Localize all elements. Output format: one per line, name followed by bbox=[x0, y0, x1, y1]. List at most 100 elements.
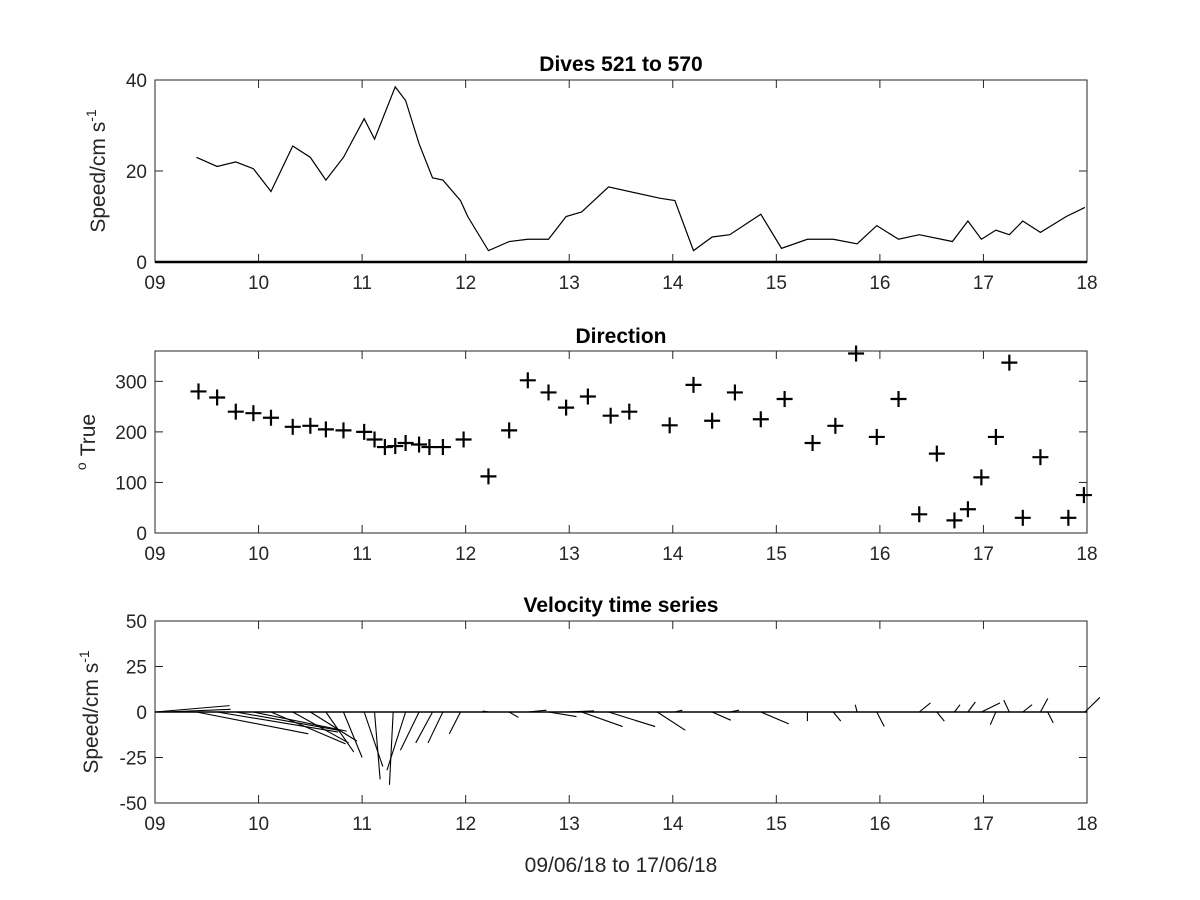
x-tick-label: 14 bbox=[662, 814, 684, 835]
velocity-stick bbox=[854, 704, 858, 713]
y-tick-label: 100 bbox=[115, 473, 147, 494]
velocity-stick bbox=[548, 711, 577, 718]
direction-y-label: oTrue bbox=[73, 414, 100, 470]
direction-point bbox=[959, 501, 976, 518]
direction-point bbox=[911, 506, 928, 523]
velocity-y-ticks: 50 25 0 -25 -50 bbox=[120, 612, 1087, 815]
x-tick-label: 17 bbox=[973, 544, 994, 565]
direction-point bbox=[209, 389, 226, 406]
direction-point bbox=[335, 422, 352, 439]
direction-point bbox=[661, 417, 678, 434]
y-tick-label: 200 bbox=[115, 423, 147, 444]
direction-point bbox=[987, 428, 1004, 445]
y-tick-label: 25 bbox=[126, 658, 147, 679]
direction-y-ticks: 0 100 200 300 bbox=[115, 372, 1087, 545]
velocity-stick bbox=[363, 711, 384, 767]
velocity-stick bbox=[373, 711, 381, 780]
velocity-stick bbox=[989, 711, 997, 725]
direction-point bbox=[284, 418, 301, 435]
speed-panel: Dives 521 to 570 09 10 11 12 13 14 15 16 17 18 0 2… bbox=[83, 53, 1098, 294]
direction-point bbox=[827, 417, 844, 434]
y-tick-label: 50 bbox=[126, 612, 147, 633]
velocity-stick bbox=[1003, 699, 1010, 713]
y-tick-label: 40 bbox=[126, 71, 147, 92]
speed-title: Dives 521 to 570 bbox=[539, 53, 702, 76]
velocity-stick bbox=[388, 711, 394, 785]
direction-point bbox=[190, 383, 207, 400]
direction-point bbox=[804, 435, 821, 452]
direction-point bbox=[579, 388, 596, 405]
velocity-title: Velocity time series bbox=[524, 594, 719, 617]
direction-point bbox=[227, 403, 244, 420]
velocity-stick bbox=[342, 711, 363, 758]
direction-point bbox=[302, 417, 319, 434]
velocity-stick bbox=[581, 711, 623, 728]
speed-axes-box bbox=[154, 79, 1088, 263]
direction-point bbox=[397, 435, 414, 452]
velocity-stick bbox=[608, 711, 656, 728]
direction-point bbox=[685, 376, 702, 393]
velocity-stick bbox=[729, 709, 740, 713]
x-tick-label: 17 bbox=[973, 814, 994, 835]
velocity-stick bbox=[399, 711, 420, 751]
velocity-stick bbox=[527, 709, 547, 713]
velocity-stick bbox=[154, 705, 230, 713]
direction-point bbox=[1060, 509, 1077, 526]
x-tick-label: 11 bbox=[352, 273, 372, 294]
velocity-stick bbox=[1047, 711, 1054, 724]
direction-x-ticks: 09 10 11 12 13 14 15 16 17 18 bbox=[144, 351, 1098, 565]
velocity-stick bbox=[656, 711, 686, 731]
direction-point bbox=[1014, 509, 1031, 526]
x-tick-label: 16 bbox=[869, 544, 890, 565]
velocity-stick bbox=[954, 704, 961, 713]
direction-point bbox=[387, 438, 404, 455]
direction-point bbox=[1001, 354, 1018, 371]
direction-point bbox=[776, 391, 793, 408]
velocity-stick bbox=[448, 711, 461, 735]
velocity-stick bbox=[427, 711, 444, 744]
direction-series bbox=[190, 345, 1092, 529]
x-tick-label: 16 bbox=[869, 814, 890, 835]
y-tick-label: -25 bbox=[120, 749, 147, 770]
direction-point bbox=[868, 428, 885, 445]
x-tick-label: 12 bbox=[455, 814, 476, 835]
velocity-y-label: Speed/cm s-1 bbox=[76, 650, 103, 774]
direction-point bbox=[973, 469, 990, 486]
velocity-stick bbox=[270, 711, 346, 745]
velocity-stick bbox=[711, 711, 731, 721]
velocity-stick bbox=[310, 711, 358, 742]
velocity-stick bbox=[386, 711, 407, 771]
y-tick-label: 0 bbox=[136, 524, 147, 545]
velocity-stick bbox=[292, 711, 349, 744]
velocity-stick bbox=[832, 711, 842, 722]
direction-axes-box bbox=[154, 350, 1088, 534]
x-tick-label: 16 bbox=[869, 273, 890, 294]
direction-panel: Direction 09 10 11 12 13 14 15 16 17 18 0 100 200 30… bbox=[73, 325, 1098, 565]
direction-point bbox=[558, 399, 575, 416]
x-tick-label: 10 bbox=[248, 273, 269, 294]
speed-line bbox=[196, 85, 1086, 252]
velocity-stick bbox=[1039, 698, 1049, 713]
direction-point bbox=[356, 423, 373, 440]
x-tick-label: 12 bbox=[455, 544, 476, 565]
direction-point bbox=[848, 345, 865, 362]
x-tick-label: 09 bbox=[144, 814, 165, 835]
direction-point bbox=[501, 422, 518, 439]
velocity-stick bbox=[508, 711, 519, 718]
direction-point bbox=[726, 384, 743, 401]
speed-y-label: Speed/cm s-1 bbox=[83, 109, 110, 233]
x-tick-label: 13 bbox=[559, 814, 580, 835]
direction-point bbox=[366, 431, 383, 448]
velocity-stick bbox=[217, 711, 339, 733]
direction-point bbox=[752, 411, 769, 428]
velocity-x-ticks: 09 10 11 12 13 14 15 16 17 18 bbox=[144, 621, 1098, 835]
velocity-series bbox=[154, 697, 1101, 785]
x-tick-label: 15 bbox=[766, 544, 787, 565]
speed-series bbox=[155, 85, 1087, 264]
direction-point bbox=[519, 372, 536, 389]
velocity-stick bbox=[482, 710, 489, 713]
x-tick-label: 15 bbox=[766, 273, 787, 294]
x-tick-label: 10 bbox=[248, 814, 269, 835]
x-tick-label: 11 bbox=[352, 814, 372, 835]
